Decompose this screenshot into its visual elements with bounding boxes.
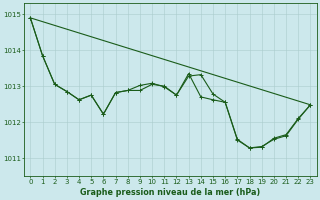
X-axis label: Graphe pression niveau de la mer (hPa): Graphe pression niveau de la mer (hPa)	[80, 188, 260, 197]
